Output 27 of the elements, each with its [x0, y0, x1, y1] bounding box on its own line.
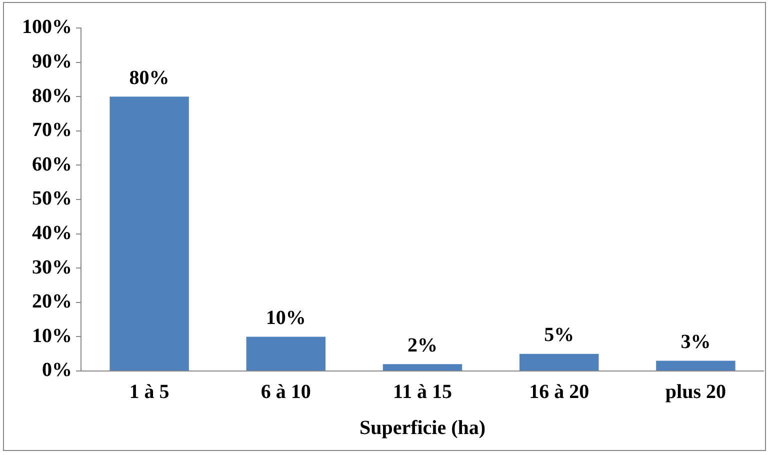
bar — [110, 96, 189, 370]
bar — [382, 364, 462, 370]
x-tick-label: plus 20 — [665, 381, 726, 404]
data-label: 2% — [408, 334, 438, 356]
x-tick-label: 11 à 15 — [393, 381, 452, 404]
bar — [656, 360, 736, 370]
y-tick-label: 40% — [32, 222, 72, 244]
bar — [519, 354, 599, 370]
x-tick-label: 1 à 5 — [129, 381, 170, 404]
y-tick-label: 20% — [32, 290, 72, 313]
y-tick-label: 0% — [42, 359, 72, 382]
y-tick-label: 80% — [32, 84, 72, 107]
y-tick-label: 100% — [22, 16, 72, 38]
x-axis-title: Superficie (ha) — [359, 417, 486, 440]
bar — [246, 336, 326, 370]
y-tick-label: 90% — [32, 50, 72, 72]
data-label: 3% — [680, 330, 711, 353]
data-label: 10% — [266, 306, 306, 329]
y-tick-label: 70% — [32, 119, 72, 142]
y-tick-label: 60% — [32, 153, 72, 176]
y-tick-label: 50% — [32, 188, 72, 210]
y-tick-label: 10% — [32, 324, 72, 347]
x-tick-label: 16 à 20 — [529, 381, 590, 404]
x-tick-label: 6 à 10 — [260, 381, 311, 404]
data-label: 5% — [544, 324, 574, 346]
data-label: 80% — [129, 66, 170, 89]
y-tick-label: 30% — [32, 256, 72, 278]
